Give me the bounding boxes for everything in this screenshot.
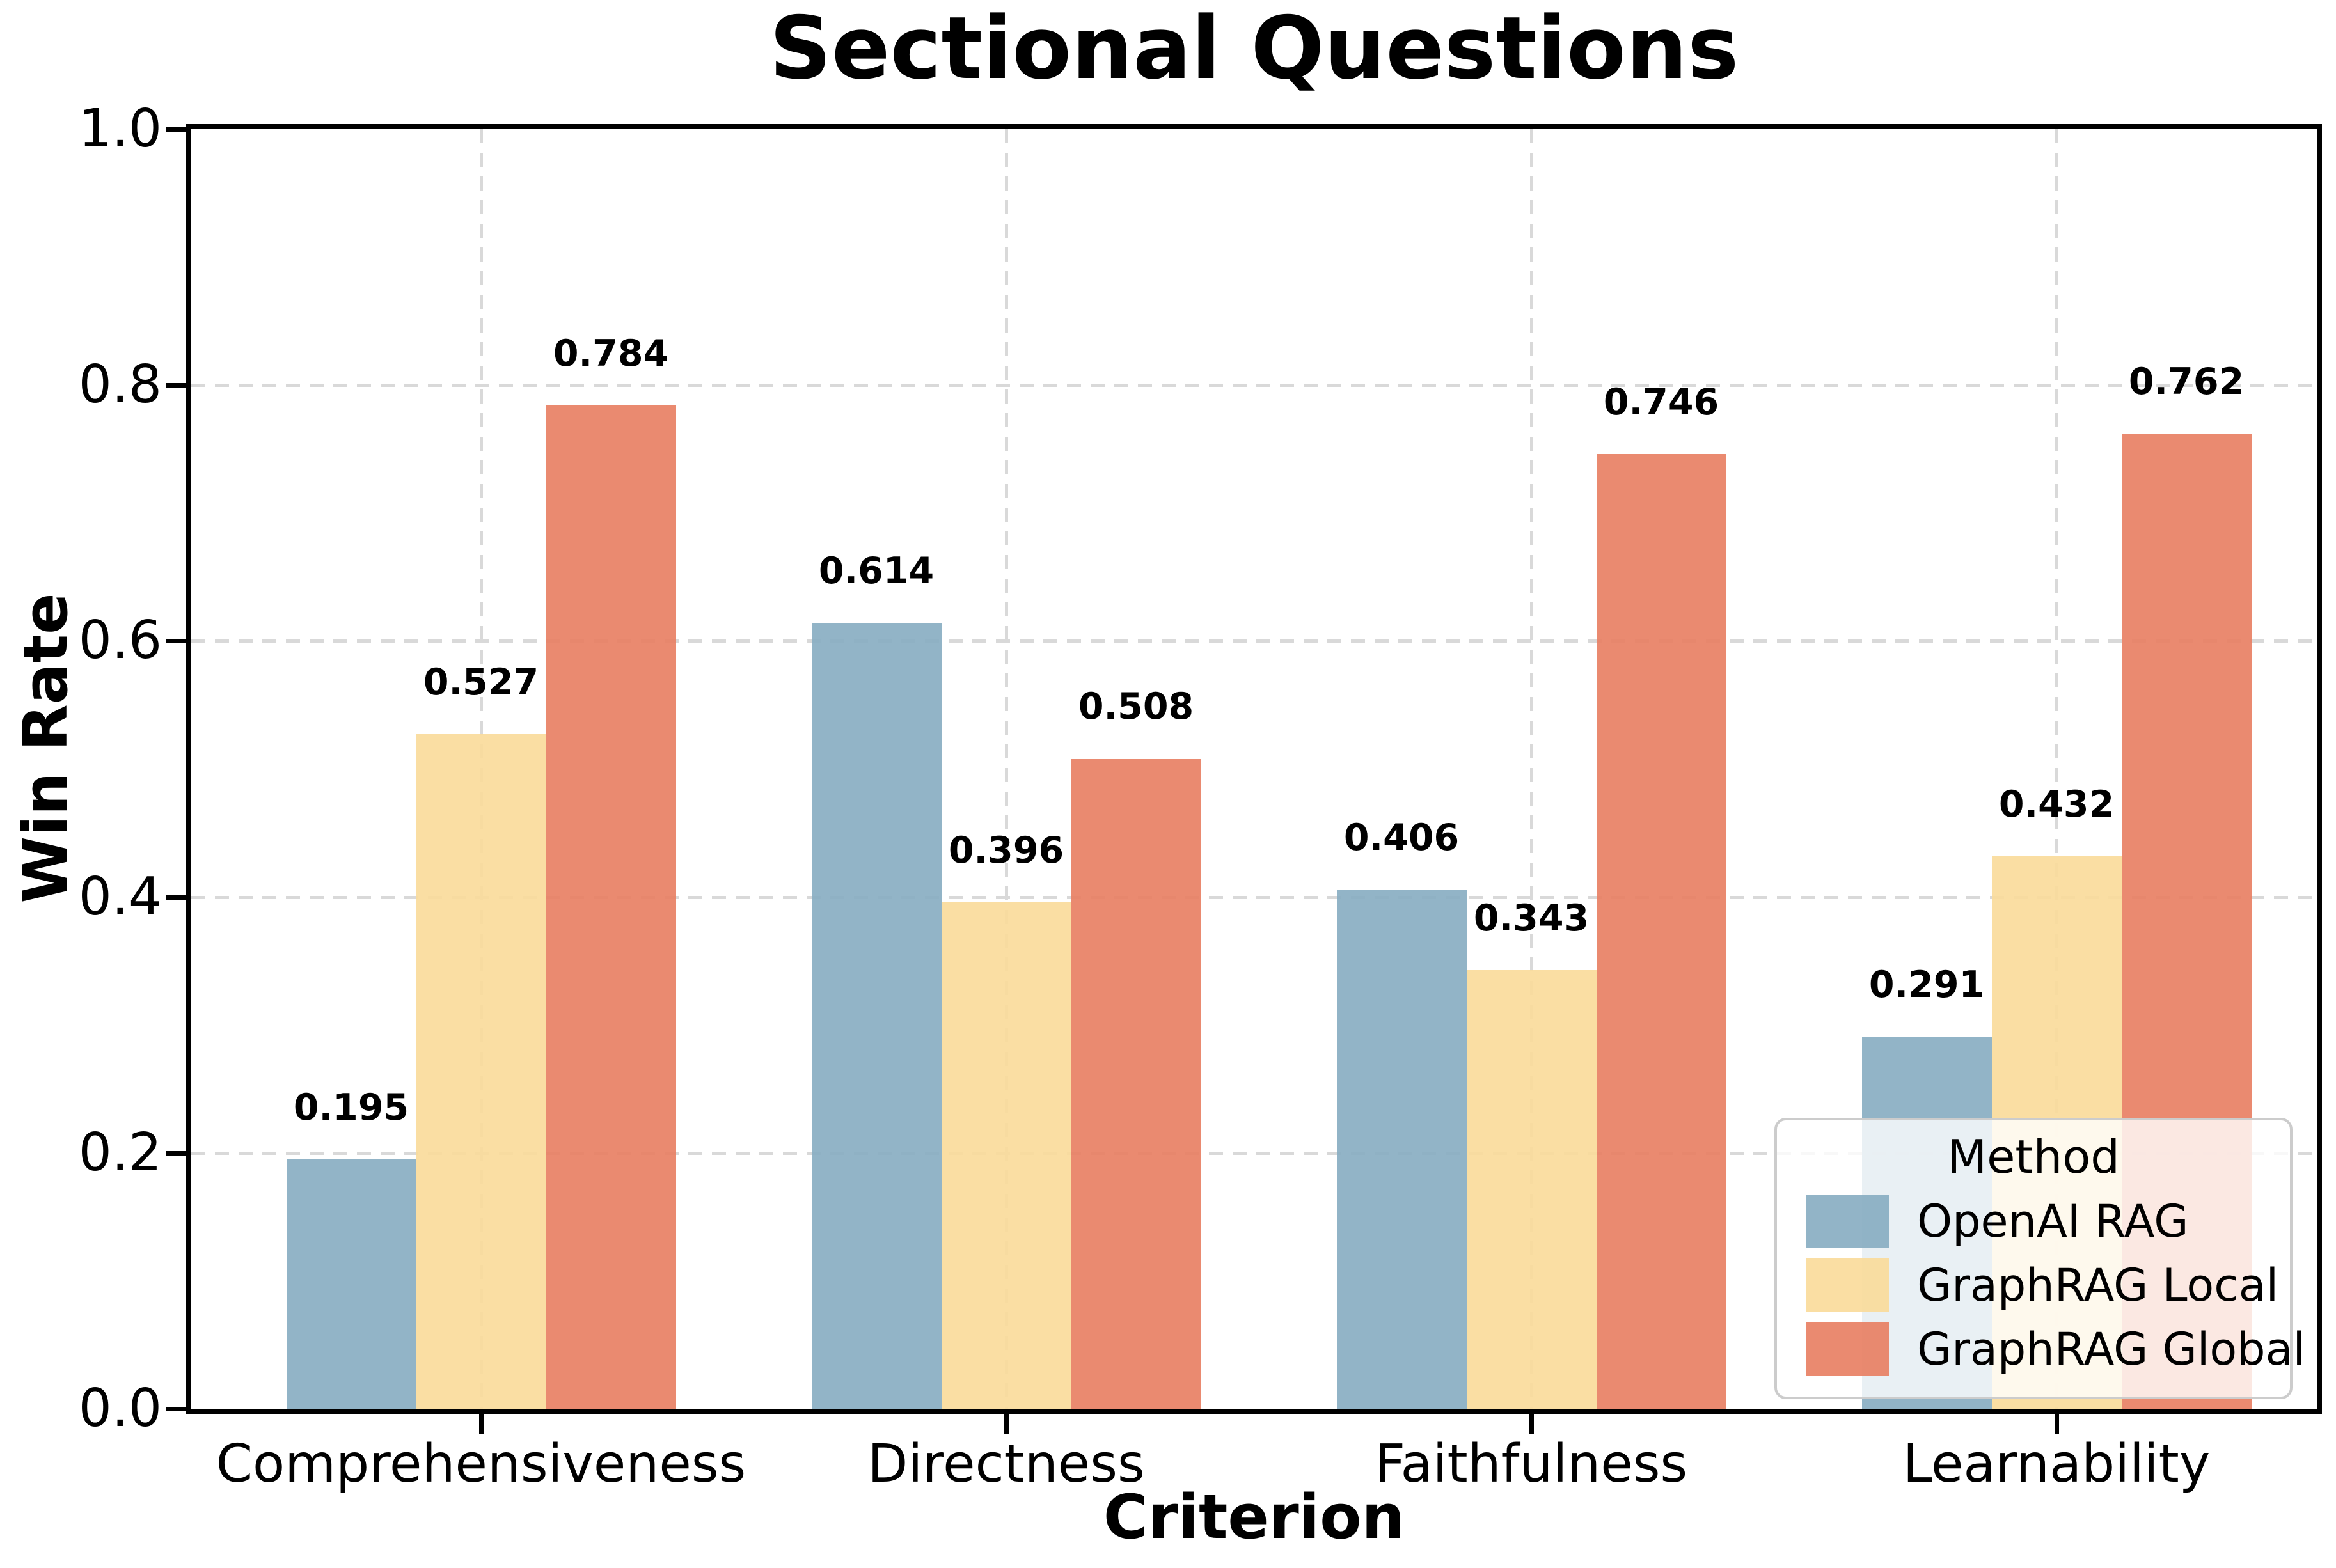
- legend-swatch-graphrag-local: [1806, 1258, 1889, 1312]
- bar-openai-rag-comprehensiveness: [286, 1159, 416, 1409]
- legend-swatch-graphrag-global: [1806, 1322, 1889, 1376]
- bar-graphrag-global-directness: [1071, 758, 1201, 1409]
- y-tick-label: 0.2: [78, 1122, 162, 1183]
- bar-graphrag-local-directness: [941, 902, 1071, 1409]
- chart-title: Sectional Questions: [769, 0, 1739, 98]
- y-axis-tick: [166, 639, 186, 644]
- bar-value-label: 0.432: [1998, 783, 2115, 826]
- bar-graphrag-global-comprehensiveness: [546, 405, 676, 1409]
- y-axis-tick: [166, 1407, 186, 1411]
- y-tick-label: 0.4: [78, 866, 162, 927]
- legend-item-label: GraphRAG Local: [1917, 1259, 2279, 1312]
- x-tick-label: Faithfulness: [1375, 1434, 1688, 1494]
- x-axis-tick: [1004, 1414, 1009, 1434]
- gridline-vertical: [1005, 129, 1008, 1409]
- y-tick-label: 0.6: [78, 610, 162, 671]
- gridline-horizontal: [191, 384, 2317, 388]
- legend-item-graphrag-global: GraphRAG Global: [1777, 1317, 2305, 1381]
- y-axis-tick: [166, 383, 186, 388]
- bar-value-label: 0.396: [948, 829, 1064, 872]
- bar-graphrag-local-faithfulness: [1466, 969, 1597, 1409]
- bar-graphrag-local-comprehensiveness: [416, 734, 546, 1409]
- y-tick-label: 0.8: [78, 354, 162, 416]
- bar-value-label: 0.343: [1473, 897, 1590, 939]
- legend-swatch-openai-rag: [1806, 1195, 1889, 1248]
- y-axis-tick: [166, 895, 186, 900]
- bar-value-label: 0.527: [423, 661, 539, 704]
- x-tick-label: Learnability: [1902, 1434, 2211, 1494]
- x-axis-tick: [1529, 1414, 1534, 1434]
- gridline-horizontal: [191, 639, 2317, 643]
- x-axis-tick: [2055, 1414, 2059, 1434]
- gridline-horizontal: [191, 895, 2317, 899]
- bar-graphrag-global-faithfulness: [1596, 454, 1726, 1409]
- legend-items: OpenAI RAG GraphRAG Local GraphRAG Global: [1777, 1189, 2305, 1381]
- y-tick-label: 0.0: [78, 1378, 162, 1439]
- legend-item-graphrag-local: GraphRAG Local: [1777, 1253, 2290, 1317]
- gridline-vertical: [1530, 129, 1533, 1409]
- y-axis-tick: [166, 127, 186, 132]
- gridline-vertical: [2055, 129, 2058, 1409]
- bar-value-label: 0.406: [1343, 816, 1460, 859]
- x-axis-tick: [479, 1414, 484, 1434]
- bar-value-label: 0.614: [818, 550, 935, 593]
- bar-value-label: 0.508: [1078, 686, 1194, 728]
- gridline-horizontal: [191, 1151, 2317, 1155]
- bar-openai-rag-faithfulness: [1336, 889, 1467, 1409]
- y-tick-label: 1.0: [78, 98, 162, 159]
- x-tick-label: Directness: [867, 1434, 1145, 1494]
- y-axis-tick: [166, 1150, 186, 1156]
- legend: Method OpenAI RAG GraphRAG Local GraphRAG …: [1774, 1118, 2305, 1399]
- x-axis-label: Criterion: [1103, 1482, 1405, 1553]
- legend-title: Method: [1946, 1130, 2120, 1184]
- bar-value-label: 0.784: [553, 333, 669, 375]
- bar-value-label: 0.762: [2128, 361, 2245, 404]
- legend-item-label: GraphRAG Global: [1917, 1323, 2305, 1376]
- x-tick-label: Comprehensiveness: [216, 1434, 746, 1494]
- legend-item-openai-rag: OpenAI RAG: [1777, 1189, 2290, 1253]
- legend-item-label: OpenAI RAG: [1917, 1195, 2189, 1248]
- bar-value-label: 0.291: [1868, 963, 1985, 1006]
- bar-openai-rag-directness: [811, 623, 942, 1409]
- bar-value-label: 0.746: [1603, 381, 1719, 424]
- bar-value-label: 0.195: [293, 1086, 409, 1129]
